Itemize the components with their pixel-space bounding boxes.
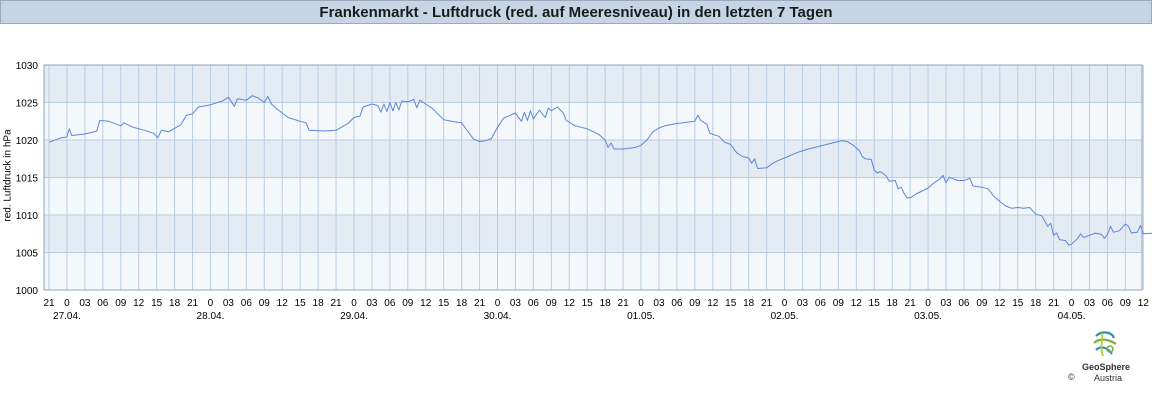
x-hour-label: 12 (994, 298, 1006, 309)
x-hour-label: 21 (330, 298, 342, 309)
x-hour-label: 03 (223, 298, 235, 309)
x-date-label: 28.04. (197, 311, 225, 322)
x-hour-label: 06 (97, 298, 109, 309)
x-hour-label: 12 (277, 298, 289, 309)
x-hour-label: 15 (1012, 298, 1024, 309)
x-date-label: 27.04. (53, 311, 81, 322)
geosphere-logo: GeoSphere © Austria (1062, 328, 1148, 388)
x-hour-label: 06 (241, 298, 253, 309)
x-hour-label: 03 (79, 298, 91, 309)
x-hour-label: 0 (638, 298, 644, 309)
x-hour-label: 15 (725, 298, 737, 309)
x-hour-label: 21 (43, 298, 55, 309)
x-hour-label: 09 (1120, 298, 1132, 309)
x-hour-label: 15 (438, 298, 450, 309)
x-hour-label: 21 (618, 298, 630, 309)
x-hour-label: 12 (564, 298, 576, 309)
x-hour-label: 18 (1030, 298, 1042, 309)
pressure-line (48, 95, 1152, 246)
x-hour-label: 15 (869, 298, 881, 309)
x-hour-label: 06 (1102, 298, 1114, 309)
x-hour-label: 0 (925, 298, 931, 309)
y-tick-label: 1010 (16, 211, 39, 222)
x-hour-label: 18 (600, 298, 612, 309)
x-hour-label: 21 (474, 298, 486, 309)
x-hour-label: 03 (940, 298, 952, 309)
x-hour-label: 18 (313, 298, 325, 309)
x-date-label: 30.04. (484, 311, 512, 322)
x-hour-label: 09 (259, 298, 271, 309)
x-hour-label: 06 (958, 298, 970, 309)
plot-band (44, 177, 1142, 215)
x-hour-label: 03 (653, 298, 665, 309)
x-hour-label: 0 (495, 298, 501, 309)
y-tick-label: 1020 (16, 136, 39, 147)
logo-copyright: © (1068, 372, 1075, 382)
chart-title: Frankenmarkt - Luftdruck (red. auf Meere… (319, 3, 833, 21)
x-hour-label: 18 (887, 298, 899, 309)
x-hour-label: 03 (1084, 298, 1096, 309)
x-hour-label: 0 (1069, 298, 1075, 309)
x-hour-label: 21 (905, 298, 917, 309)
x-hour-label: 09 (689, 298, 701, 309)
y-tick-label: 1015 (16, 174, 39, 185)
x-hour-label: 12 (851, 298, 863, 309)
x-hour-label: 09 (402, 298, 414, 309)
plot-frame (43, 64, 1143, 291)
x-hour-label: 0 (351, 298, 357, 309)
x-hour-label: 12 (133, 298, 145, 309)
plot-band (44, 252, 1142, 290)
x-hour-label: 06 (384, 298, 396, 309)
plot-band (44, 102, 1142, 140)
x-date-label: 02.05. (771, 311, 799, 322)
y-tick-label: 1030 (16, 61, 39, 72)
x-hour-label: 18 (456, 298, 468, 309)
x-hour-label: 0 (64, 298, 70, 309)
plot-band (44, 65, 1142, 103)
x-hour-label: 18 (169, 298, 181, 309)
y-axis-label: red. Luftdruck in hPa (2, 129, 14, 222)
x-hour-label: 15 (295, 298, 307, 309)
x-hour-label: 15 (151, 298, 163, 309)
geosphere-logo-icon (1093, 331, 1117, 357)
x-hour-label: 03 (366, 298, 378, 309)
x-hour-label: 12 (707, 298, 719, 309)
logo-name: GeoSphere (1081, 362, 1130, 372)
chart-title-bar: Frankenmarkt - Luftdruck (red. auf Meere… (0, 0, 1152, 24)
x-hour-label: 03 (510, 298, 522, 309)
x-date-label: 29.04. (340, 311, 368, 322)
plot-band (44, 215, 1142, 253)
x-hour-label: 15 (582, 298, 594, 309)
x-hour-label: 12 (1138, 298, 1150, 309)
x-hour-label: 06 (528, 298, 540, 309)
y-tick-label: 1025 (16, 99, 39, 110)
x-hour-label: 0 (782, 298, 788, 309)
x-hour-label: 09 (976, 298, 988, 309)
x-date-label: 01.05. (627, 311, 655, 322)
plot-band (44, 140, 1142, 178)
x-hour-label: 18 (743, 298, 755, 309)
x-hour-label: 21 (761, 298, 773, 309)
x-date-label: 03.05. (914, 311, 942, 322)
x-hour-label: 21 (1048, 298, 1060, 309)
x-hour-label: 0 (208, 298, 214, 309)
logo-subtitle: Austria (1094, 373, 1123, 383)
x-hour-label: 09 (115, 298, 127, 309)
y-tick-label: 1005 (16, 249, 39, 260)
x-date-label: 04.05. (1058, 311, 1086, 322)
x-hour-label: 09 (833, 298, 845, 309)
y-tick-label: 1000 (16, 286, 39, 297)
x-hour-label: 06 (815, 298, 827, 309)
x-hour-label: 12 (420, 298, 432, 309)
x-hour-label: 03 (797, 298, 809, 309)
x-hour-label: 06 (671, 298, 683, 309)
x-hour-label: 21 (187, 298, 199, 309)
x-hour-label: 09 (546, 298, 558, 309)
